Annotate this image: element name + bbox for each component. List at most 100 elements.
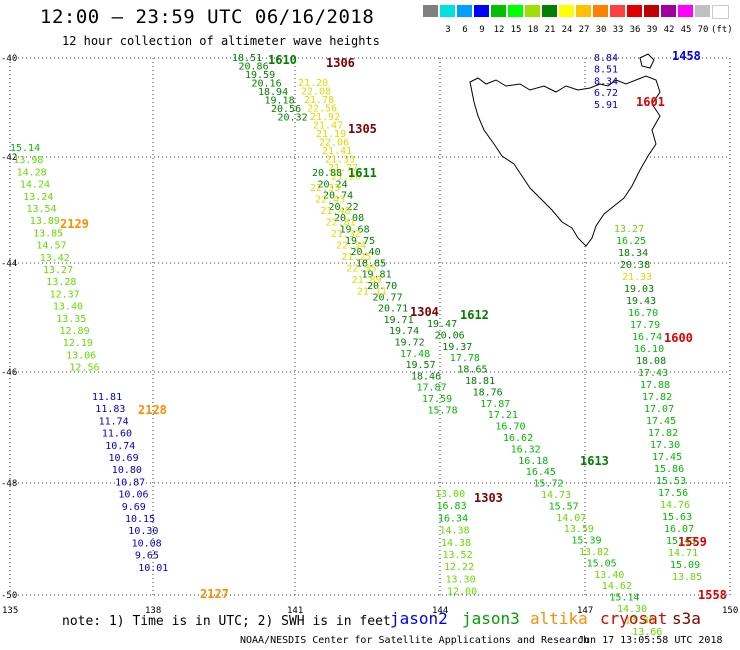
wave-height-value: 10.30 bbox=[128, 526, 158, 537]
wave-height-value: 13.80 bbox=[625, 615, 655, 626]
wave-height-value: 18.08 bbox=[636, 356, 666, 367]
wave-height-value: 13.24 bbox=[23, 192, 53, 203]
wave-height-value: 16.62 bbox=[503, 433, 533, 444]
pass-1303: 13.0016.8316.3414.3814.3813.5212.2213.30… bbox=[435, 489, 503, 598]
legend-jason3: jason3 bbox=[462, 609, 520, 628]
wave-height-value: 16.34 bbox=[438, 513, 468, 524]
wave-height-value: 16.45 bbox=[526, 467, 556, 478]
wave-height-value: 21.11 bbox=[357, 287, 387, 298]
wave-height-value: 18.34 bbox=[618, 248, 648, 259]
scale-label: 12 bbox=[493, 25, 505, 35]
scale-label: 21 bbox=[544, 25, 556, 35]
scale-swatch bbox=[491, 5, 506, 17]
scale-label: 45 bbox=[680, 25, 692, 35]
wave-height-value: 21.33 bbox=[622, 272, 652, 283]
wave-height-value: 16.07 bbox=[664, 524, 694, 535]
wave-height-value: 15.43 bbox=[666, 536, 696, 547]
wave-height-value: 14.57 bbox=[36, 241, 66, 252]
wave-height-value: 13.27 bbox=[43, 265, 73, 276]
pass-1612: 19.4720.0619.3717.7818.6518.8118.7617.87… bbox=[427, 308, 662, 638]
scale-label: 36 bbox=[629, 25, 641, 35]
wave-height-value: 16.70 bbox=[628, 308, 658, 319]
pass-1610: 18.5120.8619.5920.1618.9419.1820.5620.32… bbox=[232, 53, 308, 124]
scale-swatch bbox=[678, 5, 693, 17]
wave-height-value: 15.72 bbox=[533, 479, 563, 490]
scale-label: 6 bbox=[462, 25, 468, 35]
wave-height-value: 11.81 bbox=[92, 392, 122, 403]
chart-subtitle: 12 hour collection of altimeter wave hei… bbox=[62, 34, 380, 48]
wave-height-value: 20.22 bbox=[329, 202, 359, 213]
lat-tick-label: -42 bbox=[1, 153, 17, 163]
wave-height-value: 18.51 bbox=[232, 53, 262, 64]
wave-height-value: 16.83 bbox=[437, 501, 467, 512]
pass-label: 1306 bbox=[326, 56, 355, 70]
wave-height-value: 8.84 bbox=[594, 53, 618, 64]
wave-height-value: 14.71 bbox=[668, 548, 698, 559]
wave-height-value: 16.32 bbox=[511, 444, 541, 455]
pass-1458: 8.848.518.346.725.91 1458 bbox=[594, 49, 701, 111]
legend-jason2: jason2 bbox=[390, 609, 448, 628]
wave-height-value: 17.30 bbox=[650, 440, 680, 451]
pass-label: 2128 bbox=[138, 403, 167, 417]
wave-height-value: 15.57 bbox=[549, 501, 579, 512]
wave-height-value: 21.92 bbox=[310, 112, 340, 123]
pass-label: 1600 bbox=[664, 331, 693, 345]
wave-height-value: 21.77 bbox=[328, 163, 358, 174]
lat-tick-label: -40 bbox=[1, 54, 17, 64]
lat-tick-label: -44 bbox=[1, 259, 17, 269]
wave-height-value: 16.25 bbox=[616, 236, 646, 247]
pass-label: 1458 bbox=[672, 49, 701, 63]
pass-1613: 1613 bbox=[580, 454, 609, 468]
lon-tick-label: 144 bbox=[432, 606, 448, 616]
wave-height-value: 15.86 bbox=[654, 464, 684, 475]
credit-line: NOAA/NESDIS Center for Satellite Applica… bbox=[240, 635, 590, 646]
wave-height-value: 17.78 bbox=[450, 353, 480, 364]
legend-cryosat: cryosat bbox=[600, 609, 668, 628]
wave-height-value: 18.65 bbox=[457, 365, 487, 376]
wave-height-value: 17.45 bbox=[652, 452, 682, 463]
pass-label: 1303 bbox=[474, 491, 503, 505]
wave-height-value: 13.85 bbox=[33, 228, 63, 239]
wave-height-value: 13.30 bbox=[446, 574, 476, 585]
scale-swatch bbox=[644, 5, 659, 17]
wave-height-value: 21.19 bbox=[316, 129, 346, 140]
wave-height-value: 17.43 bbox=[638, 368, 668, 379]
lon-tick-label: 141 bbox=[287, 606, 303, 616]
wave-height-value: 19.75 bbox=[345, 236, 375, 247]
pass-label: 2127 bbox=[200, 587, 229, 601]
wave-height-value: 19.37 bbox=[442, 342, 472, 353]
wave-height-value: 13.54 bbox=[27, 204, 57, 215]
wave-height-value: 15.53 bbox=[656, 476, 686, 487]
wave-height-value: 16.70 bbox=[495, 422, 525, 433]
wave-height-value: 13.27 bbox=[614, 224, 644, 235]
wave-height-value: 19.18 bbox=[265, 96, 295, 107]
lat-tick-label: -50 bbox=[1, 591, 17, 601]
lon-tick-label: 135 bbox=[2, 606, 18, 616]
scale-swatch bbox=[423, 5, 438, 17]
wave-height-value: 14.62 bbox=[602, 581, 632, 592]
scale-label: 9 bbox=[479, 25, 485, 35]
wave-height-value: 19.71 bbox=[384, 315, 414, 326]
wave-height-value: 13.85 bbox=[672, 572, 702, 583]
lat-tick-label: -46 bbox=[1, 368, 17, 378]
wave-height-value: 15.78 bbox=[428, 405, 458, 416]
wave-height-value: 19.72 bbox=[395, 338, 425, 349]
wave-height-value: 13.40 bbox=[53, 302, 83, 313]
pass-1600: 13.2716.2518.3420.3821.3319.0319.4316.70… bbox=[614, 224, 702, 583]
wave-height-value: 17.56 bbox=[658, 488, 688, 499]
wave-height-value: 13.00 bbox=[435, 489, 465, 500]
wave-height-value: 20.16 bbox=[252, 79, 282, 90]
wave-height-value: 21.33 bbox=[325, 155, 355, 166]
wave-height-value: 10.87 bbox=[115, 477, 145, 488]
wave-height-value: 17.82 bbox=[642, 392, 672, 403]
wave-height-value: 20.70 bbox=[367, 281, 397, 292]
scale-swatch bbox=[542, 5, 557, 17]
scale-swatch bbox=[661, 5, 676, 17]
scale-label: 3 bbox=[445, 25, 451, 35]
wave-height-value: 12.19 bbox=[63, 338, 93, 349]
wave-height-value: 18.94 bbox=[258, 87, 288, 98]
wave-height-value: 15.14 bbox=[609, 593, 639, 604]
legend-s3a: s3a bbox=[672, 609, 701, 628]
pass-1559: 1559 bbox=[678, 535, 707, 549]
